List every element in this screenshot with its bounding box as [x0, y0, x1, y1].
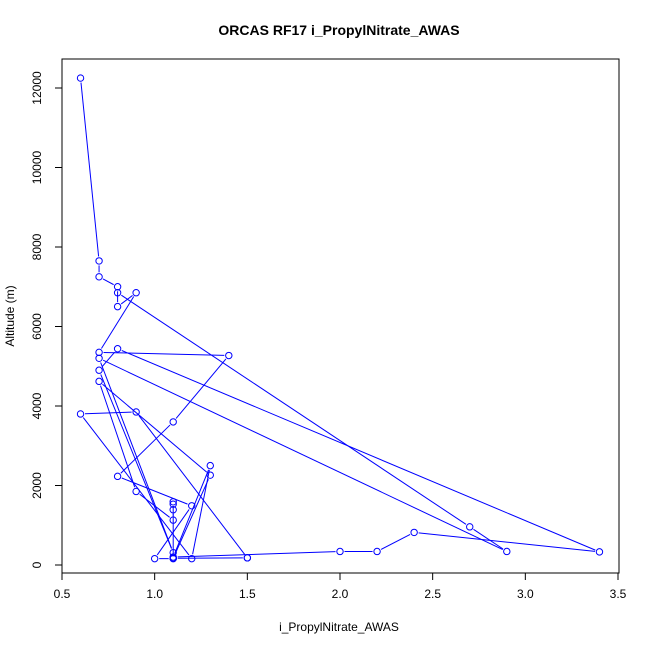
data-point: [95, 257, 103, 265]
data-point: [76, 74, 85, 82]
x-tick-label: 3.5: [610, 587, 627, 601]
series-segment: [102, 278, 114, 286]
y-tick-label: 12000: [30, 71, 44, 105]
data-point: [225, 351, 233, 360]
series-segment: [192, 469, 210, 555]
data-point: [95, 366, 103, 374]
data-point: [95, 354, 103, 362]
data-point: [410, 528, 418, 537]
series-segment: [177, 551, 336, 558]
data-point: [188, 502, 196, 510]
series-points: [76, 74, 604, 563]
series-segment: [82, 417, 190, 556]
y-tick-label: 2000: [30, 472, 44, 499]
data-point: [113, 289, 122, 297]
series-segment: [100, 374, 172, 549]
y-tick-label: 10000: [30, 150, 44, 184]
plot-frame: [61, 58, 620, 574]
series-segment: [121, 350, 596, 551]
series-segment: [473, 528, 504, 550]
data-point: [132, 289, 140, 297]
data-point: [95, 377, 103, 386]
data-point: [243, 554, 252, 562]
series-segment: [80, 82, 100, 257]
y-tick-label: 6000: [30, 313, 44, 340]
chart-title: ORCAS RF17 i_PropylNitrate_AWAS: [218, 22, 459, 38]
data-point: [336, 547, 344, 556]
y-axis: 0 2000 4000 6000 8000 10000 12000: [30, 71, 62, 568]
data-point: [169, 498, 177, 506]
x-tick-label: 2.5: [424, 587, 441, 601]
data-point: [169, 516, 177, 524]
series-segment: [418, 532, 596, 552]
data-point: [113, 302, 122, 311]
data-point: [95, 273, 103, 281]
series-segment: [380, 534, 411, 550]
series-segment: [101, 296, 135, 349]
series-segment: [102, 383, 208, 473]
x-axis: 0.5 1.0 1.5 2.0 2.5 3.0 3.5: [54, 573, 627, 601]
data-point: [113, 283, 122, 291]
series-segment: [101, 351, 116, 368]
series-segment: [102, 359, 503, 551]
series-segment: [100, 362, 173, 549]
series-segment: [174, 479, 209, 555]
series-segment: [100, 385, 136, 488]
series-lines: [80, 82, 596, 560]
series-segment: [138, 415, 246, 555]
data-point: [169, 506, 177, 514]
x-tick-label: 1.5: [239, 587, 256, 601]
x-axis-label: i_PropylNitrate_AWAS: [279, 620, 399, 634]
data-point: [113, 345, 122, 353]
data-point: [188, 554, 196, 563]
data-point: [169, 418, 177, 426]
series-segment: [121, 294, 467, 525]
data-point: [503, 547, 511, 556]
x-tick-label: 2.0: [332, 587, 349, 601]
data-point: [169, 553, 177, 561]
y-tick-label: 4000: [30, 392, 44, 419]
series-segment: [121, 477, 188, 505]
series-segment: [85, 411, 132, 415]
data-point: [150, 554, 159, 563]
y-tick-label: 0: [30, 561, 44, 568]
x-tick-label: 1.0: [146, 587, 163, 601]
x-tick-label: 3.0: [517, 587, 534, 601]
y-tick-label: 8000: [30, 233, 44, 260]
data-point: [76, 410, 85, 418]
data-point: [132, 408, 140, 416]
series-segment: [174, 469, 210, 554]
data-point: [595, 548, 604, 556]
data-point: [169, 500, 177, 508]
y-axis-label: Altitude (m): [3, 285, 17, 346]
data-point: [466, 523, 474, 531]
data-point: [373, 547, 381, 556]
series-segment: [120, 424, 171, 474]
data-point: [132, 487, 140, 496]
data-point: [113, 472, 122, 481]
data-point: [206, 471, 214, 479]
x-tick-label: 0.5: [54, 587, 71, 601]
data-point: [95, 348, 103, 357]
series-segment: [120, 295, 133, 305]
series-segment: [103, 351, 225, 356]
series-segment: [175, 358, 227, 419]
data-point: [206, 461, 214, 470]
data-point: [169, 548, 177, 557]
